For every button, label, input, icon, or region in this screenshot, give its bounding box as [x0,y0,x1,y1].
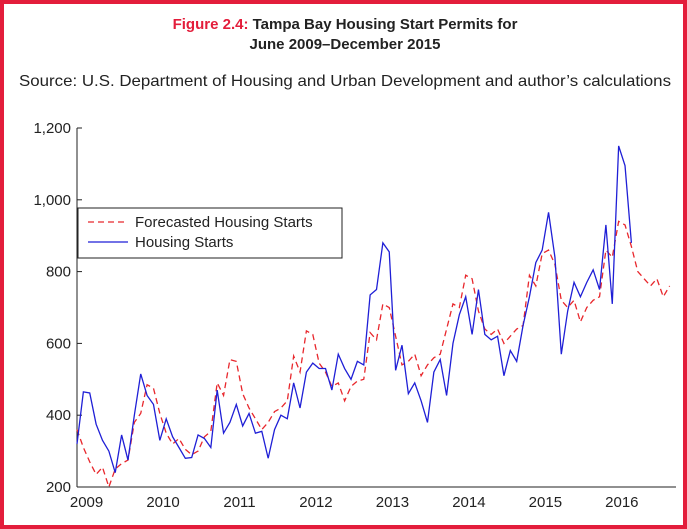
y-tick-label: 800 [46,264,71,281]
x-tick-label: 2012 [299,494,332,511]
chart-subtitle: Source: U.S. Department of Housing and U… [19,73,671,90]
x-tick-label: 2009 [70,494,103,511]
y-tick-label: 600 [46,335,71,352]
x-tick-label: 2016 [605,494,638,511]
x-tick-label: 2013 [376,494,409,511]
y-tick-label: 200 [46,479,71,496]
figure-label: Figure 2.4: [173,16,249,33]
x-tick-label: 2010 [146,494,179,511]
legend-label: Housing Starts [135,234,233,251]
legend-label: Forecasted Housing Starts [135,214,313,231]
y-tick-label: 1,200 [33,120,71,137]
y-tick-label: 1,000 [33,192,71,209]
series-line [76,145,633,473]
x-tick-label: 2015 [529,494,562,511]
legend-box [77,207,343,259]
x-tick-label: 2011 [223,494,255,511]
chart-title: Figure 2.4: Tampa Bay Housing Start Perm… [173,16,518,33]
x-tick-label: 2014 [452,494,485,511]
title-line: June 2009–December 2015 [250,36,441,53]
title-line: Tampa Bay Housing Start Permits for [253,16,518,33]
y-tick-label: 400 [46,407,71,424]
